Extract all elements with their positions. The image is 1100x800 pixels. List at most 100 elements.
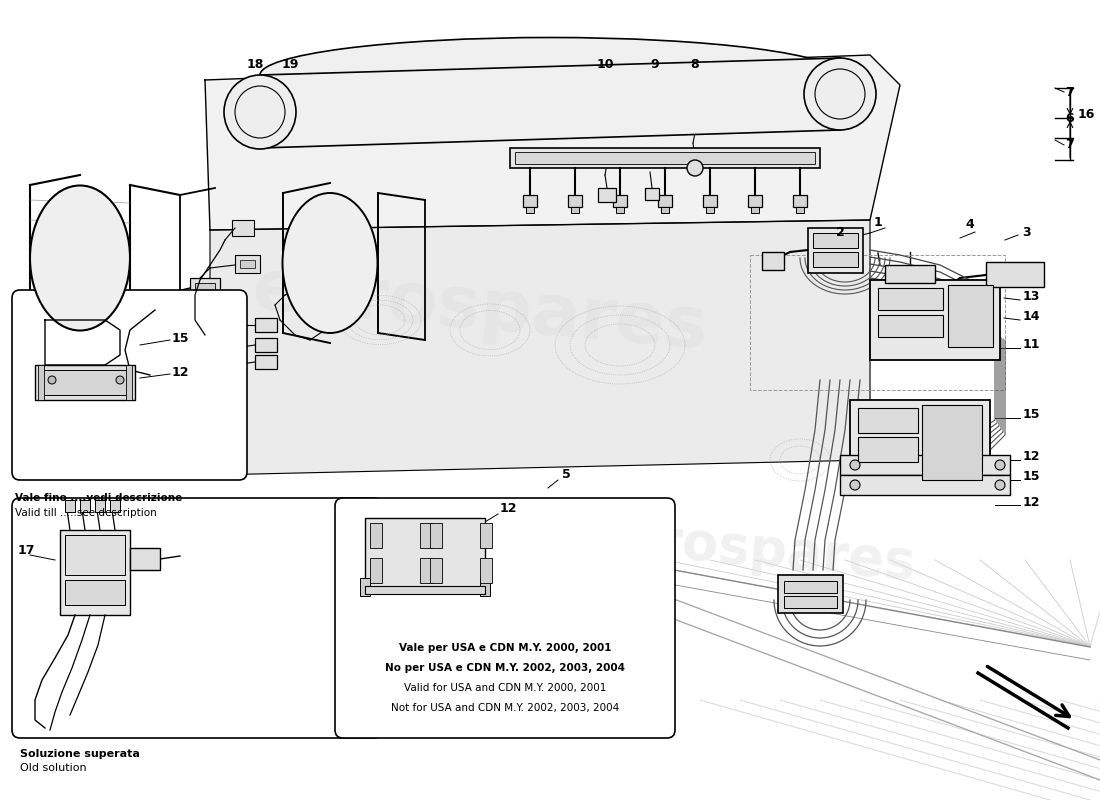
Text: 12: 12 [500,502,517,515]
Text: 15: 15 [1023,470,1041,483]
Bar [40,370,130,395]
Text: Vale per USA e CDN M.Y. 2000, 2001: Vale per USA e CDN M.Y. 2000, 2001 [398,643,612,653]
Bar [60,530,130,615]
Bar [598,188,616,202]
Bar [365,586,485,594]
Bar [886,265,935,283]
Text: 16: 16 [1078,109,1096,122]
Text: Old solution: Old solution [20,763,87,773]
Text: 14: 14 [1023,310,1041,322]
Bar [858,408,918,433]
Text: 3: 3 [1022,226,1031,239]
Bar [840,455,1010,475]
Text: 17: 17 [18,543,35,557]
Bar [568,195,582,207]
Ellipse shape [224,75,296,149]
Text: 8: 8 [691,58,700,71]
Polygon shape [260,58,840,148]
Text: 12: 12 [1023,450,1041,463]
Bar [661,207,669,213]
FancyBboxPatch shape [336,498,675,738]
Bar [65,580,125,605]
Bar [878,288,943,310]
Bar [858,437,918,462]
Text: 2: 2 [836,226,845,239]
Bar [110,500,120,512]
Text: 10: 10 [596,58,614,71]
Bar [813,233,858,248]
Bar [480,558,492,583]
Bar [480,523,492,548]
Text: 13: 13 [1023,290,1041,302]
Circle shape [996,460,1005,470]
FancyBboxPatch shape [12,290,248,480]
Bar [751,207,759,213]
Bar [613,195,627,207]
Bar [703,195,717,207]
Text: 7: 7 [1065,138,1074,151]
Bar [80,500,90,512]
Bar [370,523,382,548]
Text: 19: 19 [282,58,299,71]
Text: eurospares: eurospares [250,256,711,364]
Text: 7: 7 [1065,86,1074,98]
Circle shape [688,160,703,176]
Bar [190,278,220,298]
Bar [255,338,277,352]
Text: Not for USA and CDN M.Y. 2002, 2003, 2004: Not for USA and CDN M.Y. 2002, 2003, 200… [390,703,619,713]
Bar [515,152,815,164]
Text: Valid for USA and CDN M.Y. 2000, 2001: Valid for USA and CDN M.Y. 2000, 2001 [404,683,606,693]
Bar [840,475,1010,495]
Text: 5: 5 [562,469,571,482]
Bar [793,195,807,207]
Bar [430,523,442,548]
Text: eurospares: eurospares [582,510,918,590]
Bar [39,365,44,400]
Bar [706,207,714,213]
Bar [126,365,132,400]
Bar [878,315,943,337]
Circle shape [48,376,56,384]
Bar [95,500,104,512]
Bar [235,255,260,273]
Circle shape [850,480,860,490]
Bar [778,575,843,613]
Bar [986,262,1044,287]
Bar [784,596,837,608]
Ellipse shape [260,38,840,113]
Bar [796,207,804,213]
Text: 6: 6 [1065,111,1074,125]
Text: 12: 12 [1023,495,1041,509]
Bar [232,220,254,236]
Text: 1: 1 [873,215,882,229]
Bar [195,283,214,293]
Bar [65,535,125,575]
Bar [365,518,485,588]
Bar [948,285,993,347]
Bar [65,500,75,512]
Text: Soluzione superata: Soluzione superata [20,749,140,759]
Polygon shape [210,220,870,475]
Bar [616,207,624,213]
Bar [370,558,382,583]
Text: Vale fino ....vedi descrizione: Vale fino ....vedi descrizione [15,493,183,503]
Bar [522,195,537,207]
Bar [784,581,837,593]
Bar [645,188,659,200]
Bar [480,578,490,596]
Bar [762,252,784,270]
Bar [430,558,442,583]
Circle shape [996,480,1005,490]
Ellipse shape [30,186,130,330]
Bar [813,252,858,267]
FancyBboxPatch shape [12,498,382,738]
Text: 15: 15 [1023,409,1041,422]
Bar [130,548,159,570]
Ellipse shape [804,58,876,130]
Text: 4: 4 [966,218,975,231]
Bar [526,207,534,213]
Circle shape [850,460,860,470]
Bar [420,558,432,583]
Bar [240,260,255,268]
Bar [922,405,982,480]
